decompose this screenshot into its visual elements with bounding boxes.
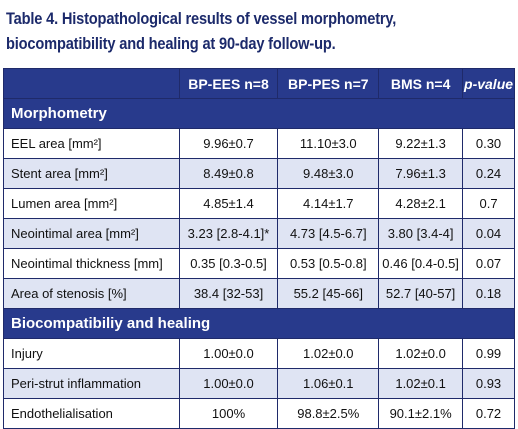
cell-bms: 0.46 [0.4-0.5] bbox=[378, 248, 464, 279]
cell-bp-pes: 9.48±3.0 bbox=[277, 158, 380, 189]
cell-bp-pes: 4.14±1.7 bbox=[277, 188, 380, 219]
table-row: Neointimal thickness [mm] 0.35 [0.3-0.5]… bbox=[3, 248, 515, 279]
cell-bp-ees: 38.4 [32-53] bbox=[178, 278, 279, 309]
header-cell-empty bbox=[3, 68, 180, 99]
header-cell-bp-ees: BP-EES n=8 bbox=[178, 68, 279, 99]
table-row: Area of stenosis [%] 38.4 [32-53] 55.2 [… bbox=[3, 278, 515, 309]
table-row: Injury 1.00±0.0 1.02±0.0 1.02±0.0 0.99 bbox=[3, 338, 515, 369]
results-table: BP-EES n=8 BP-PES n=7 BMS n=4 p-value Mo… bbox=[3, 68, 515, 429]
cell-bms: 9.22±1.3 bbox=[378, 128, 464, 159]
cell-bp-pes: 4.73 [4.5-6.7] bbox=[277, 218, 380, 249]
row-label: Lumen area [mm²] bbox=[3, 188, 180, 219]
row-label: Area of stenosis [%] bbox=[3, 278, 180, 309]
cell-bms: 1.02±0.0 bbox=[378, 338, 464, 369]
table-row: Neointimal area [mm²] 3.23 [2.8-4.1]* 4.… bbox=[3, 218, 515, 249]
cell-bp-pes: 11.10±3.0 bbox=[277, 128, 380, 159]
table-row: Stent area [mm²] 8.49±0.8 9.48±3.0 7.96±… bbox=[3, 158, 515, 189]
header-cell-bms: BMS n=4 bbox=[378, 68, 464, 99]
header-row: BP-EES n=8 BP-PES n=7 BMS n=4 p-value bbox=[3, 68, 515, 99]
table-caption: Table 4. Histopathological results of ve… bbox=[6, 6, 444, 56]
cell-p-value: 0.24 bbox=[462, 158, 515, 189]
cell-p-value: 0.99 bbox=[462, 338, 515, 369]
row-label: Stent area [mm²] bbox=[3, 158, 180, 189]
table-row: Lumen area [mm²] 4.85±1.4 4.14±1.7 4.28±… bbox=[3, 188, 515, 219]
cell-bms: 1.02±0.1 bbox=[378, 368, 464, 399]
row-label: Neointimal thickness [mm] bbox=[3, 248, 180, 279]
cell-p-value: 0.7 bbox=[462, 188, 515, 219]
cell-bp-pes: 1.06±0.1 bbox=[277, 368, 380, 399]
caption-line-2: biocompatibility and healing at 90-day f… bbox=[6, 34, 336, 53]
cell-p-value: 0.30 bbox=[462, 128, 515, 159]
section-title: Morphometry bbox=[3, 98, 515, 129]
caption-line-1: Table 4. Histopathological results of ve… bbox=[6, 9, 397, 28]
section-title: Biocompatibiliy and healing bbox=[3, 308, 515, 339]
cell-bp-ees: 1.00±0.0 bbox=[178, 338, 279, 369]
row-label: Peri-strut inflammation bbox=[3, 368, 180, 399]
cell-bp-ees: 0.35 [0.3-0.5] bbox=[178, 248, 279, 279]
cell-p-value: 0.04 bbox=[462, 218, 515, 249]
row-label: Injury bbox=[3, 338, 180, 369]
cell-bp-pes: 55.2 [45-66] bbox=[277, 278, 380, 309]
row-label: EEL area [mm²] bbox=[3, 128, 180, 159]
cell-p-value: 0.93 bbox=[462, 368, 515, 399]
cell-p-value: 0.07 bbox=[462, 248, 515, 279]
header-cell-bp-pes: BP-PES n=7 bbox=[277, 68, 380, 99]
row-label: Neointimal area [mm²] bbox=[3, 218, 180, 249]
cell-bms: 52.7 [40-57] bbox=[378, 278, 464, 309]
cell-bms: 3.80 [3.4-4] bbox=[378, 218, 464, 249]
cell-bp-ees: 4.85±1.4 bbox=[178, 188, 279, 219]
header-cell-p-value: p-value bbox=[462, 68, 515, 99]
cell-bms: 4.28±2.1 bbox=[378, 188, 464, 219]
section-row-morphometry: Morphometry bbox=[3, 98, 515, 129]
table-row: EEL area [mm²] 9.96±0.7 11.10±3.0 9.22±1… bbox=[3, 128, 515, 159]
cell-bp-ees: 9.96±0.7 bbox=[178, 128, 279, 159]
cell-bp-pes: 1.02±0.0 bbox=[277, 338, 380, 369]
cell-bp-pes: 0.53 [0.5-0.8] bbox=[277, 248, 380, 279]
cell-bms: 7.96±1.3 bbox=[378, 158, 464, 189]
section-row-biocompatibility: Biocompatibiliy and healing bbox=[3, 308, 515, 339]
document-page: Table 4. Histopathological results of ve… bbox=[0, 6, 518, 429]
cell-bp-ees: 8.49±0.8 bbox=[178, 158, 279, 189]
table-row: Peri-strut inflammation 1.00±0.0 1.06±0.… bbox=[3, 368, 515, 399]
cell-p-value: 0.18 bbox=[462, 278, 515, 309]
cell-bp-ees: 1.00±0.0 bbox=[178, 368, 279, 399]
cell-bp-ees: 3.23 [2.8-4.1]* bbox=[178, 218, 279, 249]
